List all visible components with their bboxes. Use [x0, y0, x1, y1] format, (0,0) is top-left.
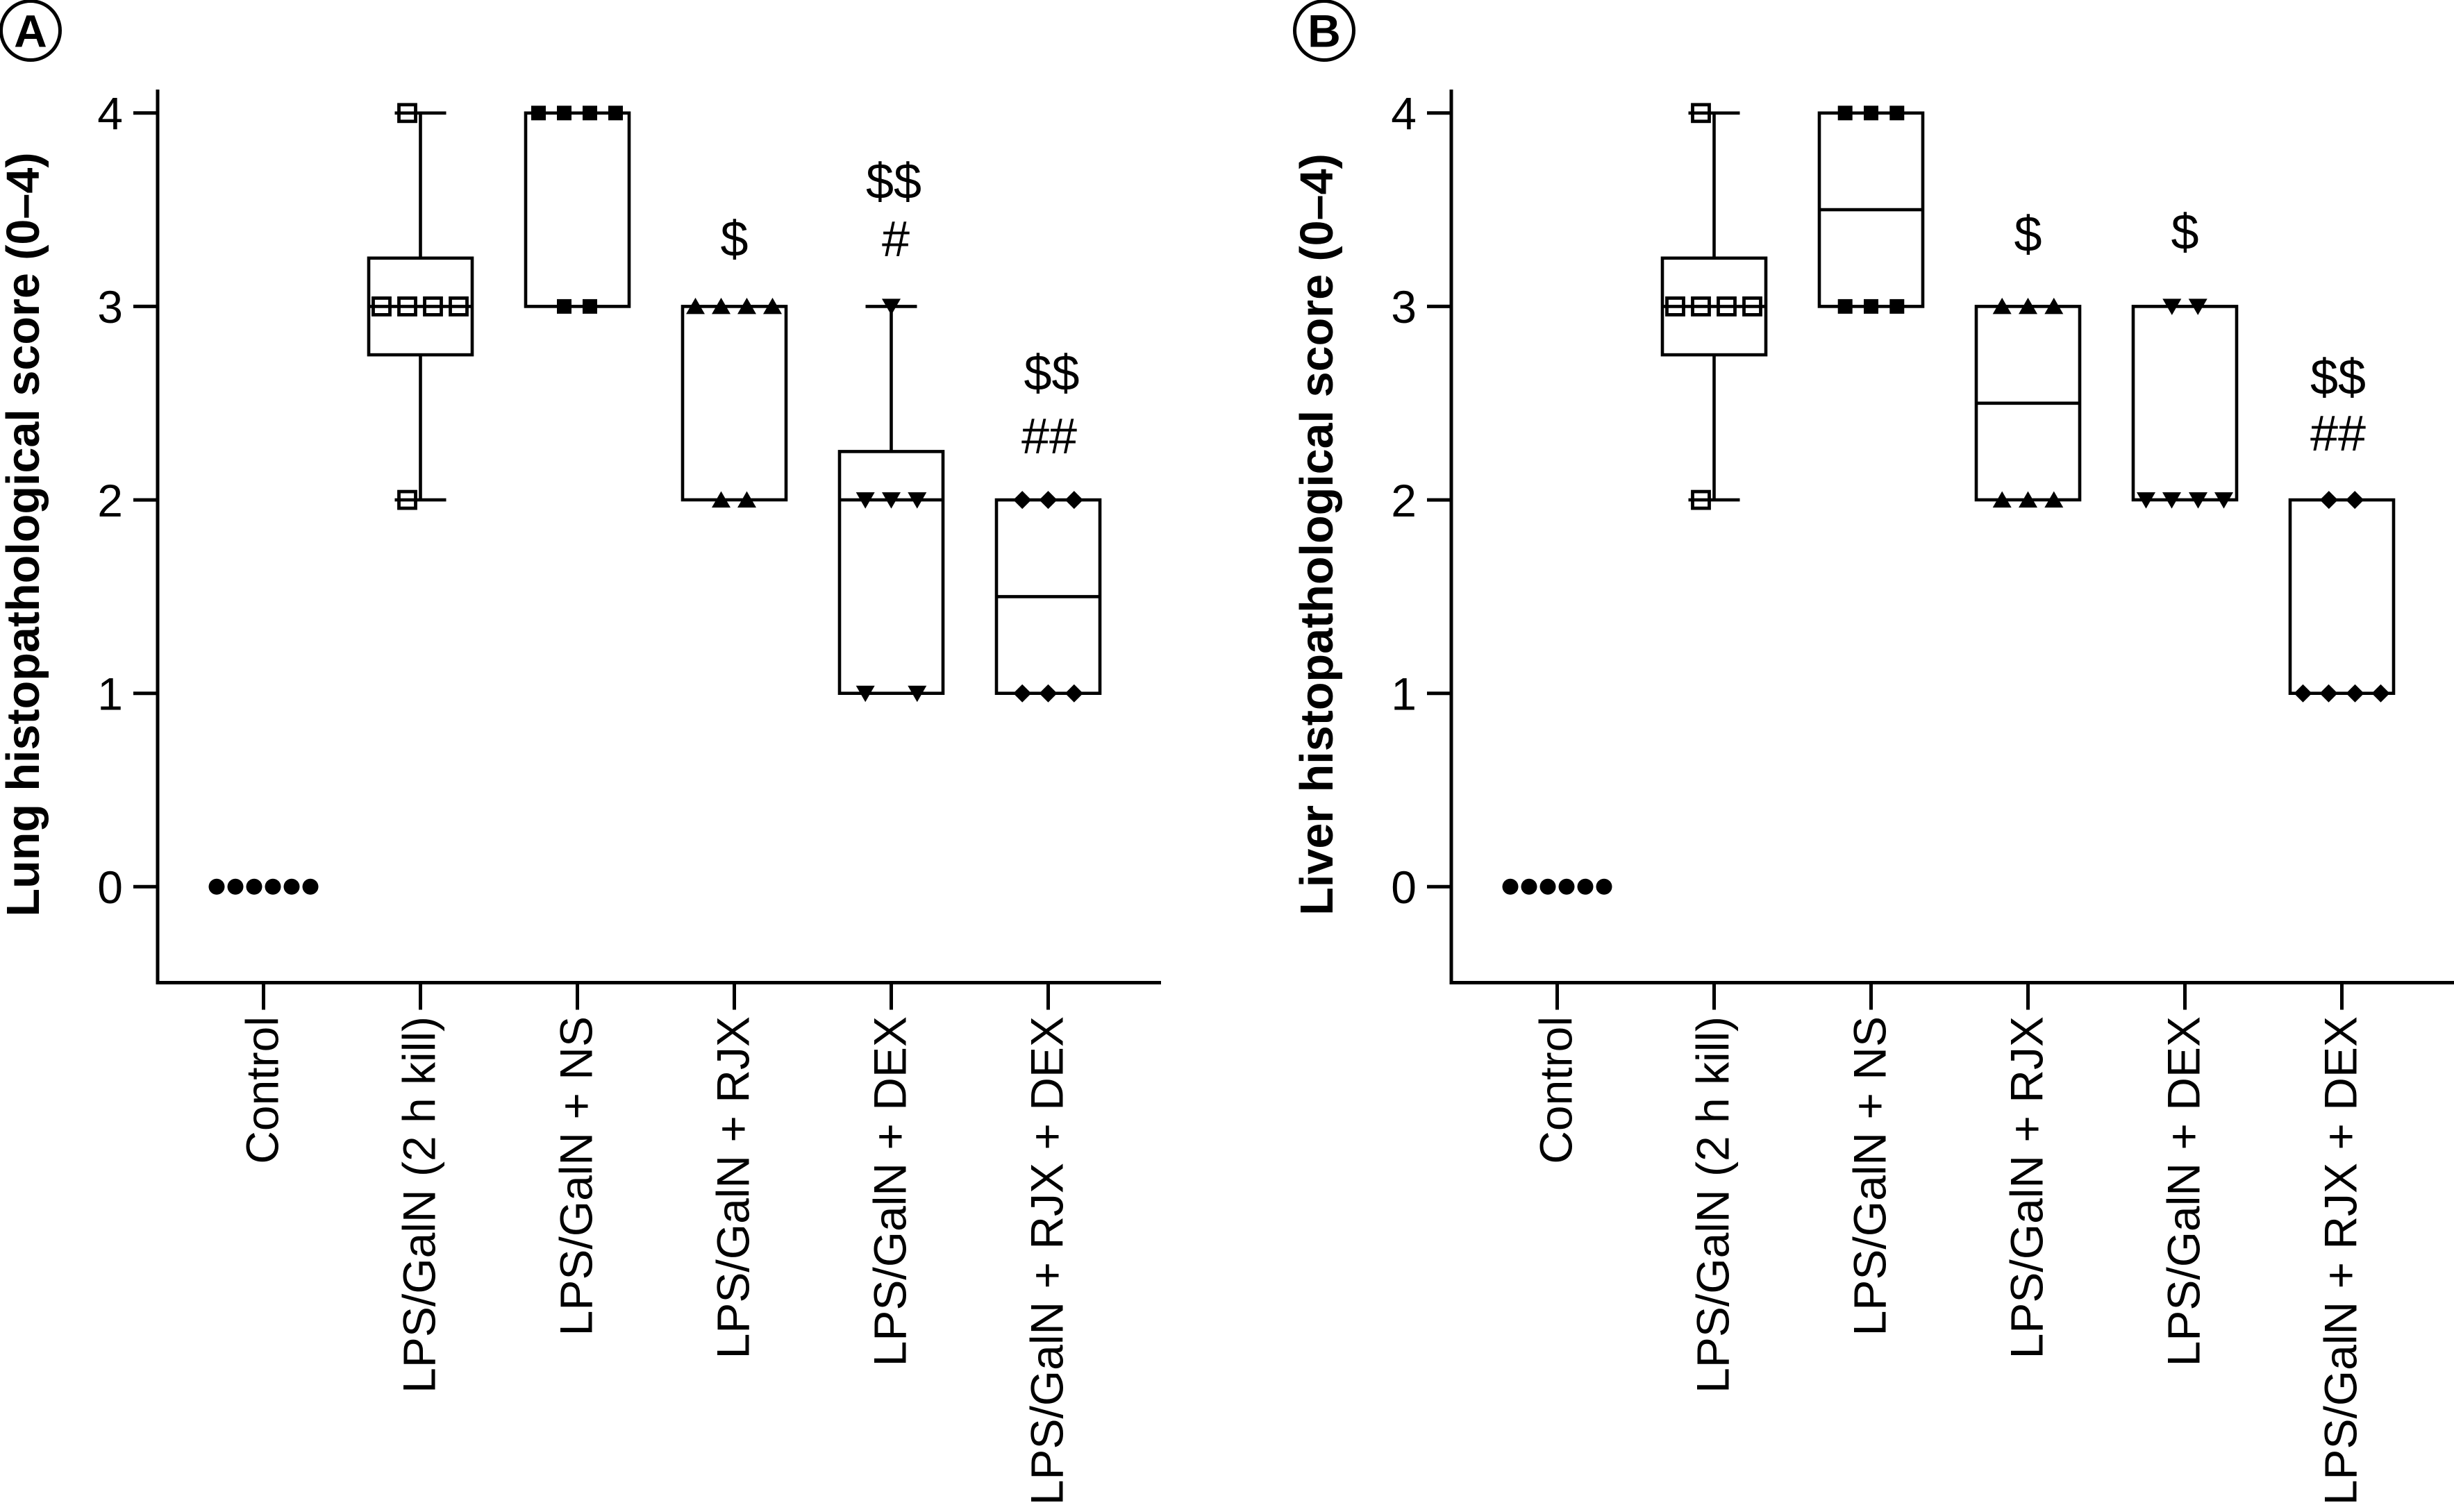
svg-text:Control: Control: [1530, 1016, 1582, 1164]
svg-text:A: A: [14, 6, 47, 57]
svg-text:LPS/GalN + RJX + DEX: LPS/GalN + RJX + DEX: [2315, 1016, 2367, 1505]
svg-text:$: $: [2171, 205, 2198, 260]
svg-text:$: $: [2014, 207, 2042, 262]
svg-text:##: ##: [2310, 406, 2366, 462]
svg-text:3: 3: [1391, 281, 1417, 333]
svg-text:$$: $$: [866, 154, 921, 210]
svg-text:$: $: [720, 212, 748, 267]
svg-text:$$: $$: [2310, 350, 2366, 405]
svg-text:0: 0: [97, 862, 123, 913]
svg-text:LPS/GalN + DEX: LPS/GalN + DEX: [2158, 1016, 2210, 1366]
svg-text:1: 1: [1391, 669, 1417, 720]
svg-text:2: 2: [1391, 475, 1417, 526]
svg-text:Control: Control: [237, 1016, 288, 1164]
svg-text:LPS/GalN + NS: LPS/GalN + NS: [551, 1016, 602, 1336]
svg-text:LPS/GalN + RJX: LPS/GalN + RJX: [2001, 1016, 2053, 1359]
svg-text:0: 0: [1391, 862, 1417, 913]
svg-text:B: B: [1308, 6, 1341, 57]
svg-text:LPS/GalN + RJX + DEX: LPS/GalN + RJX + DEX: [1021, 1016, 1073, 1505]
svg-text:1: 1: [97, 669, 123, 720]
svg-text:#: #: [882, 212, 910, 267]
svg-text:LPS/GalN + RJX: LPS/GalN + RJX: [708, 1016, 759, 1359]
svg-text:LPS/GalN + DEX: LPS/GalN + DEX: [865, 1016, 916, 1366]
svg-text:2: 2: [97, 475, 123, 526]
svg-text:LPS/GalN (2 h kill): LPS/GalN (2 h kill): [394, 1016, 445, 1393]
svg-text:4: 4: [97, 88, 123, 140]
svg-text:Liver histopathological score: Liver histopathological score (0–4): [1292, 153, 1343, 916]
svg-text:Lung histopathological score (: Lung histopathological score (0–4): [0, 152, 49, 916]
svg-text:##: ##: [1021, 409, 1077, 464]
svg-text:LPS/GalN + NS: LPS/GalN + NS: [1844, 1016, 1896, 1336]
svg-text:4: 4: [1391, 88, 1417, 140]
svg-text:3: 3: [97, 281, 123, 333]
svg-text:LPS/GalN (2 h kill): LPS/GalN (2 h kill): [1687, 1016, 1739, 1393]
svg-text:$$: $$: [1024, 346, 1079, 401]
